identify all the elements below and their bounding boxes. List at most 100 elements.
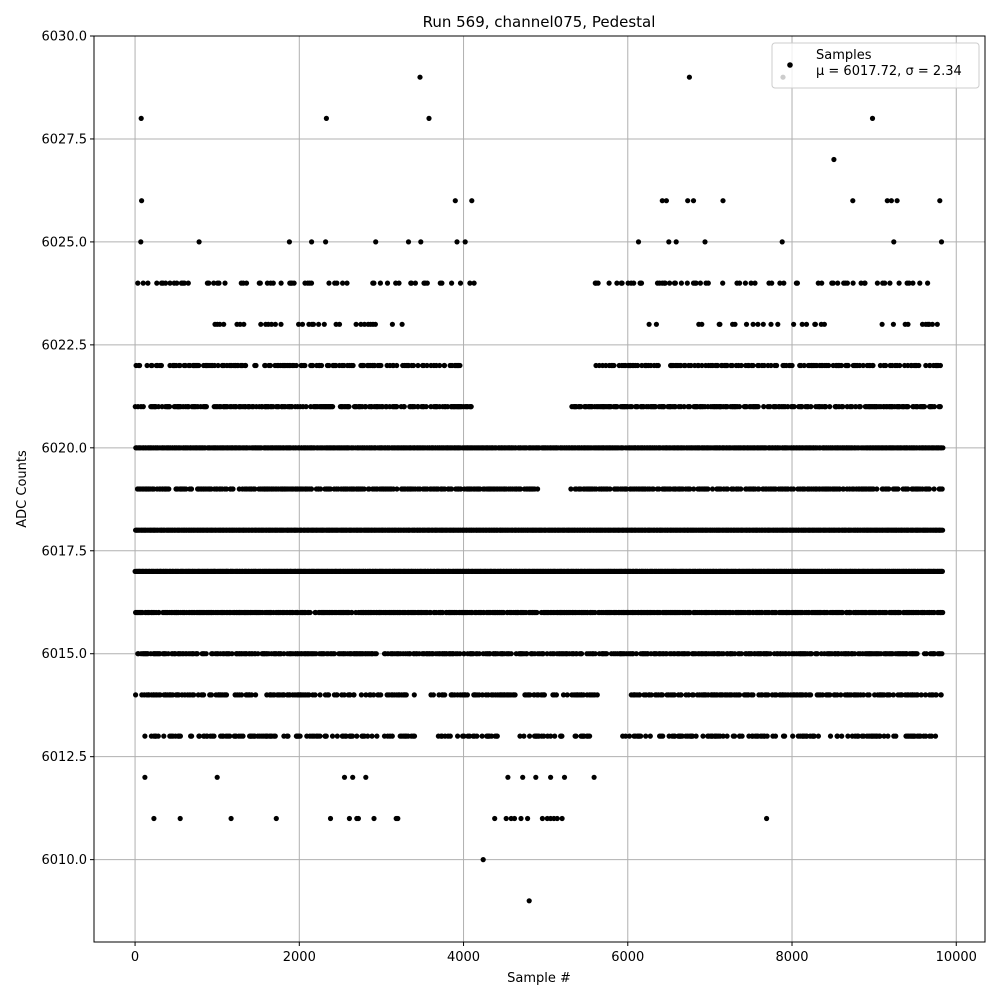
sample-point [827, 692, 833, 698]
sample-point [166, 486, 172, 492]
sample-point [191, 692, 197, 698]
sample-point [765, 692, 771, 698]
sample-point [594, 692, 600, 698]
sample-point [553, 692, 560, 698]
sample-point [839, 733, 845, 739]
sample-point [739, 733, 745, 739]
sample-point [308, 486, 315, 492]
sample-point [580, 692, 587, 698]
sample-point [552, 733, 558, 739]
sample-point [331, 651, 338, 657]
sample-point [887, 692, 893, 698]
sample-point [369, 733, 375, 739]
sample-point [918, 692, 924, 698]
sample-point [208, 692, 215, 698]
sample-point [467, 733, 473, 739]
sample-point [455, 733, 461, 739]
sample-point [671, 692, 678, 698]
sample-point [579, 651, 585, 657]
sample-point [773, 692, 779, 698]
sample-point [527, 733, 533, 739]
sample-point [281, 651, 287, 657]
sample-point [923, 733, 929, 739]
sample-point [541, 733, 547, 739]
sample-point [358, 692, 364, 698]
sample-point [334, 733, 340, 739]
sample-point [637, 692, 643, 698]
sample-point [403, 692, 409, 698]
sample-point [534, 609, 540, 616]
sample-point [142, 733, 148, 739]
sample-point [732, 651, 738, 657]
sample-point [323, 733, 329, 739]
sample-point [923, 651, 930, 657]
sample-point [411, 733, 418, 739]
sample-point [940, 445, 946, 451]
sample-point [808, 692, 814, 698]
sample-point [623, 733, 629, 739]
sample-point [494, 733, 500, 739]
sample-point [893, 733, 899, 739]
sample-point [329, 733, 336, 739]
sample-point [365, 733, 371, 739]
sample-point [303, 404, 309, 410]
sample-point [827, 733, 834, 739]
sample-point [693, 733, 699, 739]
sample-point [678, 692, 684, 698]
sample-point [285, 733, 291, 739]
sample-point [177, 733, 183, 739]
sample-point [541, 692, 548, 698]
sample-point [394, 486, 400, 492]
sample-point [423, 404, 429, 410]
sample-point [939, 568, 946, 575]
sample-point [690, 692, 696, 698]
sample-point [401, 404, 407, 410]
sample-point [373, 651, 379, 657]
sample-point [877, 733, 883, 739]
sample-point [312, 692, 318, 698]
sample-point [659, 692, 666, 698]
sample-point [838, 692, 844, 698]
data-points [132, 74, 946, 904]
sample-point [203, 651, 209, 657]
sample-point [940, 609, 946, 616]
sample-point [764, 733, 770, 739]
sample-point [782, 733, 788, 739]
sample-point [307, 609, 313, 616]
sample-point [474, 733, 480, 739]
sample-point [374, 733, 380, 739]
sample-point [548, 733, 554, 739]
sample-point [527, 692, 533, 698]
sample-point [249, 692, 255, 698]
sample-point [732, 733, 738, 739]
sample-point [940, 527, 946, 533]
sample-point [272, 733, 278, 739]
sample-point [819, 692, 826, 698]
sample-point [157, 692, 163, 698]
sample-point [167, 404, 173, 410]
sample-point [790, 733, 796, 739]
sample-point [297, 733, 303, 739]
sample-point [811, 733, 817, 739]
sample-point [573, 733, 579, 739]
sample-point [521, 733, 527, 739]
sample-point [140, 404, 146, 410]
sample-point [524, 651, 530, 657]
sample-point [643, 733, 649, 739]
sample-point [772, 733, 779, 739]
chart-title: Run 569, channel075, Pedestal [423, 13, 656, 31]
sample-point [479, 692, 485, 698]
sample-point [939, 651, 945, 657]
sample-point [517, 733, 523, 739]
sample-point [430, 692, 436, 698]
sample-point [686, 692, 692, 698]
sample-point [738, 486, 744, 492]
sample-point [227, 733, 233, 739]
sample-point [447, 733, 453, 739]
sample-point [587, 733, 593, 739]
sample-point [240, 733, 246, 739]
sample-point [489, 733, 495, 739]
sample-point [512, 692, 518, 698]
